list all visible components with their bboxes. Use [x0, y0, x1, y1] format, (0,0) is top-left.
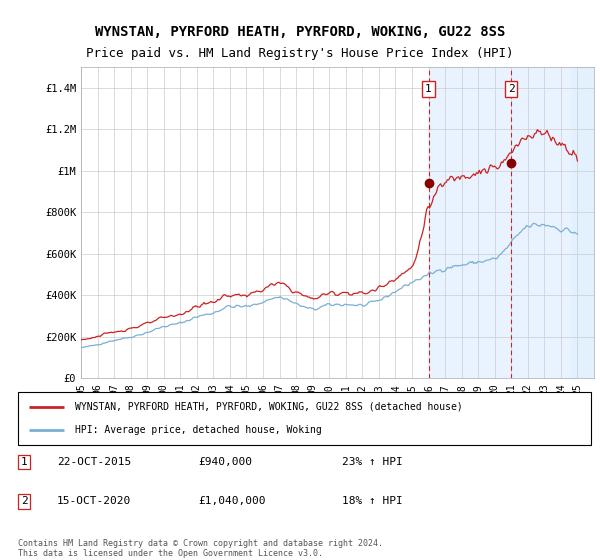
Text: 23% ↑ HPI: 23% ↑ HPI [342, 457, 403, 467]
Text: 22-OCT-2015: 22-OCT-2015 [57, 457, 131, 467]
Text: Contains HM Land Registry data © Crown copyright and database right 2024.
This d: Contains HM Land Registry data © Crown c… [18, 539, 383, 558]
Bar [428, 67, 594, 378]
Text: WYNSTAN, PYRFORD HEATH, PYRFORD, WOKING, GU22 8SS (detached house): WYNSTAN, PYRFORD HEATH, PYRFORD, WOKING,… [76, 402, 463, 412]
Bar [572, 67, 594, 378]
Text: WYNSTAN, PYRFORD HEATH, PYRFORD, WOKING, GU22 8SS: WYNSTAN, PYRFORD HEATH, PYRFORD, WOKING,… [95, 25, 505, 39]
Bar [572, 67, 594, 378]
Text: 1: 1 [425, 84, 432, 94]
Text: 2: 2 [508, 84, 515, 94]
Text: 2: 2 [20, 496, 28, 506]
Text: 15-OCT-2020: 15-OCT-2020 [57, 496, 131, 506]
Text: £1,040,000: £1,040,000 [198, 496, 265, 506]
Text: 18% ↑ HPI: 18% ↑ HPI [342, 496, 403, 506]
FancyBboxPatch shape [18, 392, 591, 445]
Text: HPI: Average price, detached house, Woking: HPI: Average price, detached house, Woki… [76, 425, 322, 435]
Text: £940,000: £940,000 [198, 457, 252, 467]
Text: 1: 1 [20, 457, 28, 467]
Text: Price paid vs. HM Land Registry's House Price Index (HPI): Price paid vs. HM Land Registry's House … [86, 47, 514, 60]
